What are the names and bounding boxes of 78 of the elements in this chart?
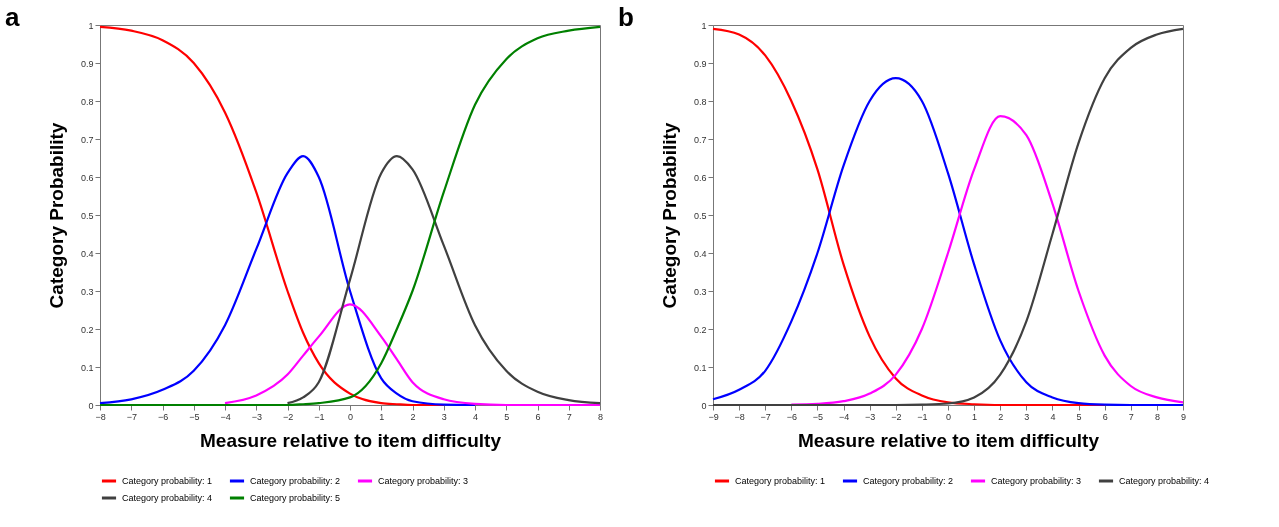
- x-tick-label: 5: [504, 411, 510, 422]
- y-tick-label: 0.9: [693, 58, 707, 69]
- y-tick-label: 0.1: [80, 362, 94, 373]
- x-tick-label: −7: [760, 411, 771, 422]
- line-series: [98, 25, 602, 407]
- y-tick-label: 0.5: [80, 210, 94, 221]
- x-tick-label: 4: [472, 411, 479, 422]
- x-tick-label: 8: [597, 411, 604, 422]
- y-tick-label: 0.4: [693, 248, 707, 259]
- y-axis-title: Category Probability: [45, 122, 67, 309]
- x-tick-label: 6: [1102, 411, 1108, 422]
- y-tick-label: 1: [701, 20, 707, 31]
- chart-title: b: [618, 2, 634, 32]
- x-tick-label: −8: [734, 411, 745, 422]
- x-tick-label: 0: [945, 411, 952, 422]
- x-tick-label: −5: [189, 411, 200, 422]
- x-tick-label: 5: [1076, 411, 1082, 422]
- legend-label: Category probability: 5: [250, 493, 341, 503]
- x-tick-label: 1: [972, 411, 978, 422]
- y-tick-label: 0.3: [693, 286, 707, 297]
- legend-label: Category probability: 1: [735, 476, 826, 486]
- legend-label: Category probability: 4: [1119, 476, 1210, 486]
- y-tick-label: 0.9: [80, 58, 94, 69]
- y-tick-label: 0.5: [693, 210, 707, 221]
- legend-label: Category probability: 4: [122, 493, 213, 503]
- x-tick-label: 0: [347, 411, 354, 422]
- x-tick-label: −4: [838, 411, 850, 422]
- line-series: [286, 155, 602, 405]
- y-tick-label: 0.2: [693, 324, 707, 335]
- y-axis-title: Category Probability: [658, 122, 680, 309]
- x-tick-label: −9: [708, 411, 719, 422]
- x-tick-label: 8: [1154, 411, 1160, 422]
- y-tick-label: 0.1: [693, 362, 707, 373]
- line-series: [223, 303, 602, 407]
- x-tick-label: −5: [812, 411, 824, 422]
- y-tick-label: 0.4: [80, 248, 94, 259]
- x-tick-label: −3: [251, 411, 262, 422]
- x-tick-label: 6: [535, 411, 541, 422]
- x-tick-label: 3: [441, 411, 447, 422]
- y-tick-label: 0.6: [693, 172, 707, 183]
- legend-label: Category probability: 2: [250, 476, 341, 486]
- x-tick-label: 7: [566, 411, 572, 422]
- y-tick-label: 1: [88, 20, 94, 31]
- y-tick-label: 0.6: [80, 172, 94, 183]
- x-tick-label: −1: [314, 411, 325, 422]
- x-tick-label: −8: [95, 411, 106, 422]
- chart-title: a: [5, 2, 20, 32]
- x-axis-title: Measure relative to item difficulty: [200, 429, 502, 451]
- legend-label: Category probability: 1: [122, 476, 213, 486]
- legend-label: Category probability: 2: [863, 476, 954, 486]
- y-tick-label: 0.7: [80, 134, 94, 145]
- x-tick-label: 7: [1128, 411, 1134, 422]
- x-tick-label: −2: [891, 411, 902, 422]
- x-tick-label: −6: [157, 411, 169, 422]
- y-tick-label: 0: [701, 400, 707, 411]
- y-tick-label: 0.3: [80, 286, 94, 297]
- x-axis-title: Measure relative to item difficulty: [798, 429, 1100, 451]
- legend-label: Category probability: 3: [378, 476, 469, 486]
- x-tick-label: −1: [917, 411, 928, 422]
- legend-label: Category probability: 3: [991, 476, 1082, 486]
- y-tick-label: 0.2: [80, 324, 94, 335]
- x-tick-label: −6: [786, 411, 797, 422]
- x-tick-label: 4: [1050, 411, 1056, 422]
- y-tick-label: 0: [88, 400, 94, 411]
- x-tick-label: −7: [126, 411, 137, 422]
- x-tick-label: 3: [1024, 411, 1030, 422]
- x-tick-label: 2: [410, 411, 416, 422]
- x-tick-label: −3: [865, 411, 876, 422]
- line-series: [98, 155, 477, 407]
- x-tick-label: −2: [282, 411, 294, 422]
- x-tick-label: −4: [220, 411, 231, 422]
- line-series: [790, 115, 1185, 406]
- x-tick-label: 2: [998, 411, 1004, 422]
- y-tick-label: 0.8: [693, 96, 707, 107]
- x-tick-label: 9: [1180, 411, 1187, 422]
- x-tick-label: 1: [379, 411, 385, 422]
- y-tick-label: 0.8: [80, 96, 94, 107]
- y-tick-label: 0.7: [693, 134, 707, 145]
